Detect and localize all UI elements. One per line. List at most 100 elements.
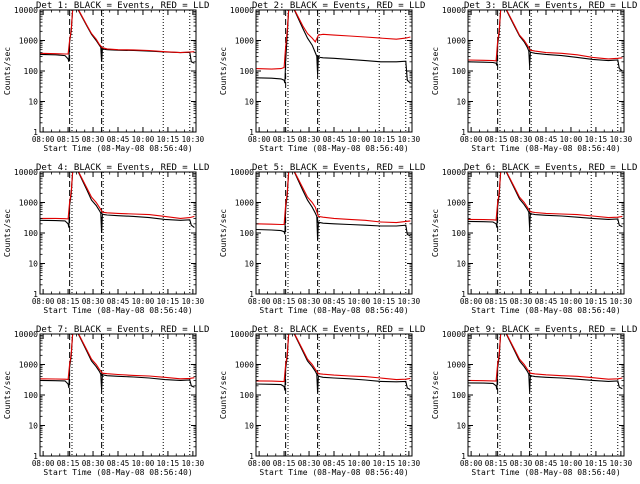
x-tick-label: 08:15 xyxy=(273,297,296,306)
x-tick-label: 10:15 xyxy=(157,135,180,144)
x-tick-label: 08:30 xyxy=(82,459,105,468)
x-tick-label: 10:00 xyxy=(560,135,583,144)
y-tick-label: 100 xyxy=(452,229,467,238)
x-tick-label: 10:15 xyxy=(373,459,396,468)
x-tick-label: 08:45 xyxy=(535,459,558,468)
plot-title: Det 9: BLACK = Events, RED = LLD xyxy=(464,325,637,335)
y-tick-label: 1 xyxy=(33,128,38,137)
x-tick-label: 10:30 xyxy=(182,135,205,144)
x-tick-label: 08:45 xyxy=(535,135,558,144)
y-tick-label: 1 xyxy=(249,290,254,299)
x-tick-label: 10:15 xyxy=(585,459,608,468)
x-tick-label: 10:30 xyxy=(398,135,421,144)
x-tick-label: 08:30 xyxy=(82,135,105,144)
x-tick-label: 10:00 xyxy=(132,297,155,306)
y-tick-label: 1000 xyxy=(235,37,254,46)
plot-det-2: Det 2: BLACK = Events, RED = LLD Counts/s… xyxy=(219,1,425,153)
x-tick-label: 10:15 xyxy=(585,135,608,144)
plot-title: Det 3: BLACK = Events, RED = LLD xyxy=(464,1,637,11)
x-tick-label: 08:15 xyxy=(57,459,80,468)
x-tick-label: 08:45 xyxy=(107,135,130,144)
plot-det-1: Det 1: BLACK = Events, RED = LLD Counts/s… xyxy=(3,1,209,153)
x-tick-label: 08:00 xyxy=(248,297,271,306)
x-tick-label: 08:15 xyxy=(273,459,296,468)
events-series-line xyxy=(256,172,411,240)
y-tick-label: 1000 xyxy=(235,361,254,370)
y-tick-label: 10000 xyxy=(14,168,38,177)
plot-det-4: Det 4: BLACK = Events, RED = LLD Counts/s… xyxy=(3,163,209,315)
lld-series-line xyxy=(40,334,195,380)
y-tick-label: 10000 xyxy=(14,6,38,15)
x-axis-label: Start Time (08-May-08 08:56:40) xyxy=(471,144,620,153)
y-tick-label: 1000 xyxy=(235,199,254,208)
plot-title: Det 5: BLACK = Events, RED = LLD xyxy=(252,163,425,173)
x-tick-label: 10:00 xyxy=(348,459,371,468)
lld-series-line xyxy=(40,172,195,220)
plot-frame xyxy=(255,333,413,457)
plot-title: Det 7: BLACK = Events, RED = LLD xyxy=(36,325,209,335)
x-tick-label: 08:30 xyxy=(298,135,321,144)
x-tick-label: 08:00 xyxy=(32,459,55,468)
x-tick-label: 08:30 xyxy=(298,297,321,306)
x-tick-label: 08:45 xyxy=(107,459,130,468)
x-tick-label: 08:00 xyxy=(32,135,55,144)
y-tick-label: 100 xyxy=(452,391,467,400)
x-tick-label: 08:30 xyxy=(82,297,105,306)
x-tick-label: 10:30 xyxy=(182,459,205,468)
lld-series-line xyxy=(468,172,623,221)
plot-title: Det 8: BLACK = Events, RED = LLD xyxy=(252,325,425,335)
events-series-line xyxy=(40,10,195,64)
y-tick-label: 10 xyxy=(244,260,254,269)
y-tick-label: 10000 xyxy=(14,330,38,339)
x-tick-label: 08:15 xyxy=(485,459,508,468)
y-tick-label: 1 xyxy=(33,452,38,461)
plot-det-7: Det 7: BLACK = Events, RED = LLD Counts/s… xyxy=(3,325,209,477)
plot-det-9: Det 9: BLACK = Events, RED = LLD Counts/s… xyxy=(431,325,637,477)
x-tick-label: 08:15 xyxy=(57,297,80,306)
x-tick-label: 08:45 xyxy=(535,297,558,306)
y-tick-label: 10000 xyxy=(442,330,466,339)
events-series-line xyxy=(468,10,623,72)
y-tick-label: 1 xyxy=(461,290,466,299)
y-tick-label: 10 xyxy=(28,422,38,431)
x-tick-label: 08:00 xyxy=(32,297,55,306)
y-axis-label: Counts/sec xyxy=(3,209,12,257)
x-tick-label: 10:15 xyxy=(157,297,180,306)
plot-title: Det 2: BLACK = Events, RED = LLD xyxy=(252,1,425,11)
plot-frame xyxy=(467,9,625,133)
y-tick-label: 100 xyxy=(24,229,39,238)
y-tick-label: 10000 xyxy=(230,330,254,339)
y-tick-label: 1000 xyxy=(19,199,38,208)
y-axis-label: Counts/sec xyxy=(3,371,12,419)
x-tick-label: 10:00 xyxy=(560,297,583,306)
x-axis-label: Start Time (08-May-08 08:56:40) xyxy=(259,306,408,315)
x-tick-label: 10:00 xyxy=(132,135,155,144)
y-axis-label: Counts/sec xyxy=(431,209,440,257)
x-tick-label: 10:00 xyxy=(132,459,155,468)
x-axis-label: Start Time (08-May-08 08:56:40) xyxy=(259,144,408,153)
x-tick-label: 10:00 xyxy=(348,135,371,144)
x-tick-label: 10:30 xyxy=(610,135,633,144)
x-axis-label: Start Time (08-May-08 08:56:40) xyxy=(471,468,620,477)
x-tick-label: 08:30 xyxy=(510,459,533,468)
x-tick-label: 10:30 xyxy=(398,297,421,306)
y-tick-label: 10 xyxy=(28,98,38,107)
y-tick-label: 10 xyxy=(456,422,466,431)
y-tick-label: 1000 xyxy=(447,37,466,46)
plot-frame xyxy=(467,171,625,295)
y-tick-label: 100 xyxy=(240,391,255,400)
y-tick-label: 100 xyxy=(452,67,467,76)
y-tick-label: 10000 xyxy=(230,6,254,15)
x-tick-label: 08:00 xyxy=(460,459,483,468)
y-tick-label: 1 xyxy=(249,128,254,137)
y-axis-label: Counts/sec xyxy=(431,371,440,419)
x-tick-label: 10:30 xyxy=(398,459,421,468)
events-series-line xyxy=(256,10,411,84)
y-tick-label: 10000 xyxy=(230,168,254,177)
x-tick-label: 08:45 xyxy=(323,297,346,306)
plot-title: Det 1: BLACK = Events, RED = LLD xyxy=(36,1,209,11)
lld-series-line xyxy=(40,10,195,55)
plot-frame xyxy=(467,333,625,457)
